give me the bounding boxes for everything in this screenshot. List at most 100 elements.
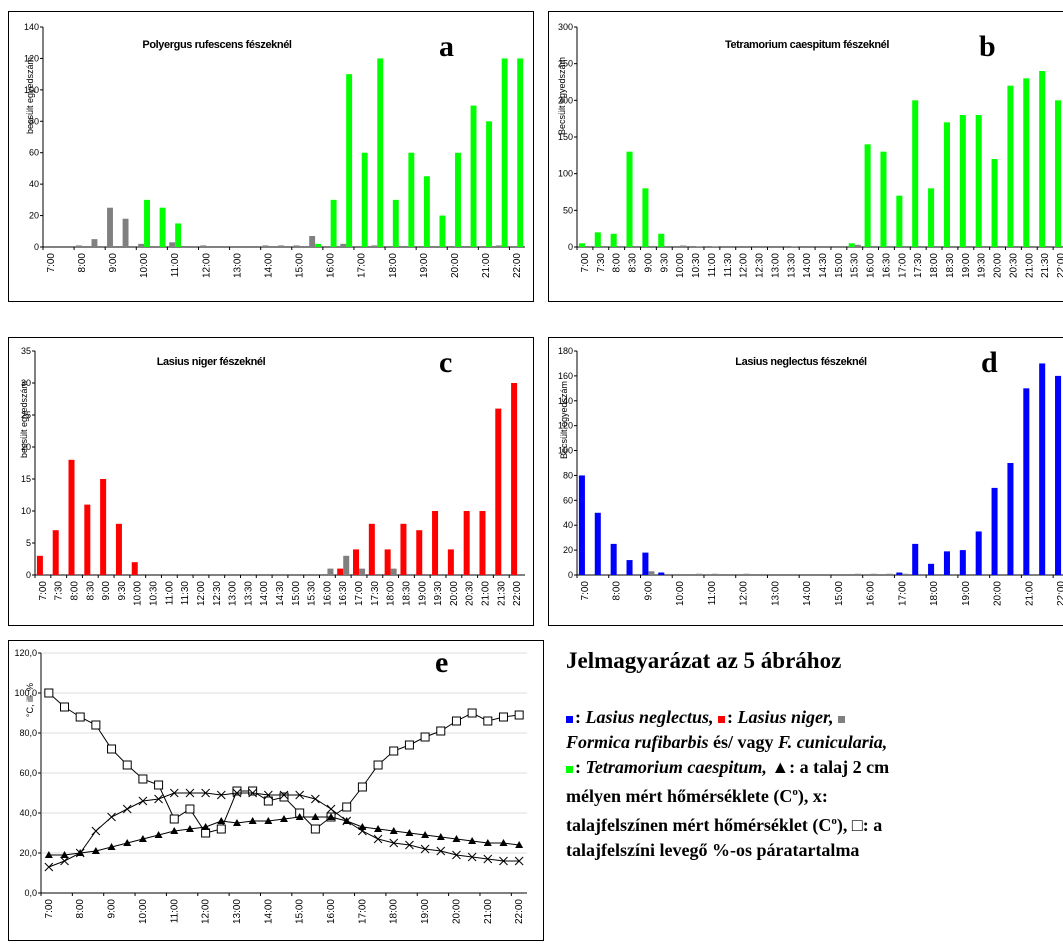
x-tick-label: 10:30 (691, 253, 702, 278)
point-x (514, 856, 524, 866)
bar-green (501, 58, 508, 247)
y-axis-label: °C, ill. % (25, 683, 35, 717)
x-tick-label: 11:00 (707, 253, 718, 278)
point-triangle (170, 827, 179, 834)
x-tick-label: 15:00 (834, 253, 845, 278)
bar-grey (75, 245, 82, 247)
x-tick-label: 10:00 (675, 253, 686, 278)
point-square (357, 782, 367, 792)
point-square (216, 824, 226, 834)
bar-green (1007, 85, 1014, 248)
y-tick-label: 20 (29, 211, 39, 221)
x-tick-label: 15:30 (850, 253, 861, 278)
bar-grey (327, 568, 334, 575)
x-tick-label: 21:00 (483, 899, 494, 924)
bar-grey (343, 555, 350, 575)
bar-green (377, 58, 384, 247)
grey-swatch (838, 716, 846, 723)
point-x (216, 790, 226, 800)
x-tick-label: 18:00 (929, 581, 940, 606)
point-square (169, 814, 179, 824)
point-x (60, 856, 69, 866)
x-tick-label: 8:00 (70, 581, 81, 601)
bar-green (928, 188, 935, 247)
bar-red (353, 549, 360, 575)
x-tick-label: 8:30 (85, 581, 96, 601)
y-tick-label: 140 (558, 396, 573, 406)
x-tick-label: 15:00 (834, 581, 845, 606)
x-tick-label: 17:00 (357, 899, 368, 924)
point-square (451, 716, 461, 726)
chart-c-svg: 0 5 10 15 20 25 30 35 7:00 7:30 8:00 8:30 9:00 9:30 10… (19, 346, 525, 606)
x-tick-label: 16:30 (338, 581, 349, 606)
bar-red (115, 523, 122, 575)
panel-letter: e (435, 646, 448, 679)
point-square (107, 744, 117, 754)
x-tick-label: 13:00 (770, 581, 781, 606)
y-tick-label: 120,0 (14, 648, 37, 658)
point-triangle (311, 813, 320, 820)
x-tick-label: 20:30 (1008, 253, 1019, 278)
x-tick-label: 14:30 (275, 581, 286, 606)
bar-green (346, 74, 353, 247)
x-tick-label: 11:30 (723, 253, 734, 278)
bar-blue (1055, 375, 1062, 575)
bar-green (578, 243, 585, 247)
y-tick-label: 40 (29, 179, 39, 189)
legend-deg-2: o (831, 815, 837, 827)
y-tick-label: 40,0 (19, 808, 37, 818)
point-square (310, 824, 320, 834)
x-tick-label: 16:00 (326, 899, 337, 924)
bar-grey (138, 243, 145, 247)
red-swatch (718, 716, 726, 723)
x-tick-label: 13:00 (232, 899, 243, 924)
green-swatch (566, 766, 573, 773)
x-tick-label: 18:00 (386, 581, 397, 606)
y-tick-label: 120 (24, 53, 39, 63)
point-triangle (483, 839, 492, 846)
bar-grey (902, 573, 909, 575)
y-tick-label: 80 (29, 116, 39, 126)
point-triangle (201, 823, 210, 830)
point-x (232, 788, 242, 798)
x-tick-label: 17:00 (357, 253, 368, 278)
legend-line5: talajfelszínen mért hőmérséklet (C (566, 815, 832, 835)
bar-grey (886, 573, 893, 575)
point-x (436, 846, 446, 856)
bar-blue (959, 550, 966, 575)
point-x (138, 796, 148, 806)
bar-red (337, 568, 344, 575)
x-tick-label: 11:30 (180, 581, 191, 606)
x-tick-label: 17:30 (913, 253, 924, 278)
point-square (154, 780, 164, 790)
bar-grey (371, 245, 378, 247)
y-tick-label: 35 (21, 346, 31, 356)
bar-red (400, 523, 407, 575)
x-tick-label: 19:30 (433, 581, 444, 606)
x-tick-label: 19:30 (977, 253, 988, 278)
x-tick-label: 10:00 (133, 581, 144, 606)
bar-grey (711, 246, 718, 247)
point-x (389, 838, 399, 848)
legend-block: Jelmagyarázat az 5 ábrához : Lasius negl… (566, 648, 1063, 863)
x-tick-label: 18:30 (401, 581, 412, 606)
x-tick-label: 10:00 (138, 899, 149, 924)
bar-grey (495, 245, 502, 247)
bar-red (84, 504, 91, 575)
chart-e-svg: 0,0 20,0 40,0 60,0 80,0 100,0 120,0 7:00 8:00 9:0… (14, 646, 527, 924)
y-tick-label: 0,0 (24, 888, 37, 898)
point-x (326, 804, 336, 814)
x-tick-label: 8:00 (612, 253, 623, 273)
panel-letter: c (439, 346, 452, 379)
legend-sep-3: : (575, 757, 586, 777)
x-tick-label: 12:00 (201, 899, 212, 924)
y-tick-label: 60 (29, 148, 39, 158)
bar-grey (743, 573, 750, 575)
bar-blue (975, 531, 982, 575)
point-triangle (374, 825, 383, 832)
bar-green (642, 188, 649, 247)
x-tick-label: 14:00 (259, 581, 270, 606)
point-square (138, 774, 148, 784)
bar-green (896, 195, 903, 247)
bar-grey (278, 245, 284, 247)
